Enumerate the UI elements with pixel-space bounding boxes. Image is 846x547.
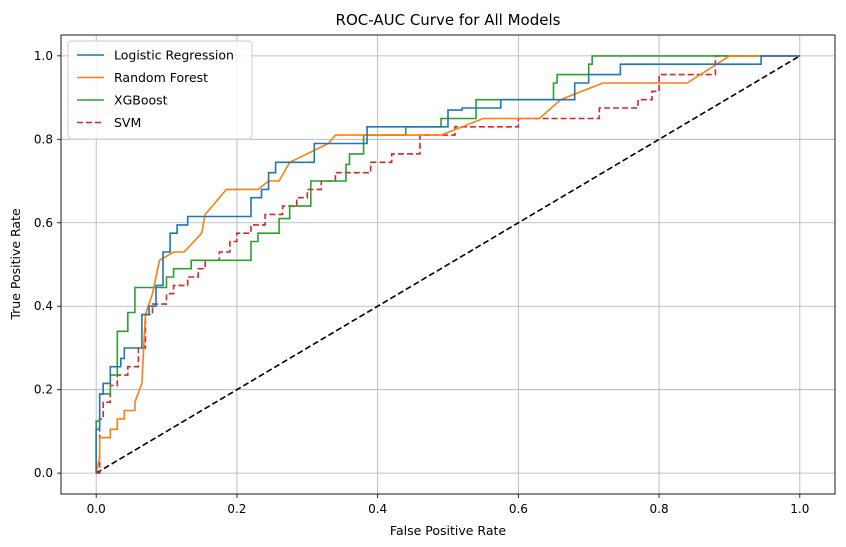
x-tick-label: 0.2	[227, 502, 246, 516]
chance-diagonal-line	[95, 55, 801, 474]
y-tick-label: 0.2	[34, 383, 53, 397]
x-tick-label: 0.0	[87, 502, 106, 516]
series-line-svm	[96, 55, 800, 474]
legend: Logistic Regression Random Forest XGBoost S…	[67, 40, 253, 140]
series-line-random-forest	[95, 55, 800, 474]
y-tick-label: 0.4	[34, 299, 53, 313]
legend-label: Random Forest	[114, 70, 208, 85]
axes-frame	[60, 34, 836, 495]
y-tick-label: 0.0	[34, 466, 53, 480]
series-line-logistic-regression	[95, 55, 800, 474]
chart-title: ROC-AUC Curve for All Models	[336, 11, 561, 29]
y-tick-label: 0.8	[34, 132, 53, 146]
x-tick-label: 0.4	[368, 502, 387, 516]
legend-box	[67, 40, 253, 140]
legend-label: SVM	[114, 115, 141, 130]
legend-label: Logistic Regression	[114, 48, 234, 63]
x-tick-label: 0.6	[509, 502, 528, 516]
x-tick-label: 1.0	[790, 502, 809, 516]
y-tick-label: 0.6	[34, 216, 53, 230]
y-axis-label: True Positive Rate	[8, 208, 23, 321]
x-tick-label: 0.8	[650, 502, 669, 516]
y-tick-label: 1.0	[34, 49, 53, 63]
plot-lines	[95, 55, 801, 474]
x-axis-label: False Positive Rate	[390, 523, 506, 538]
legend-label: XGBoost	[114, 93, 168, 108]
grid-lines	[61, 35, 835, 494]
axis-ticks: 0.0 0.2 0.4 0.6 0.8 1.0 0.0 0.2 0.4 0.6 0.8 1.0	[34, 49, 809, 516]
